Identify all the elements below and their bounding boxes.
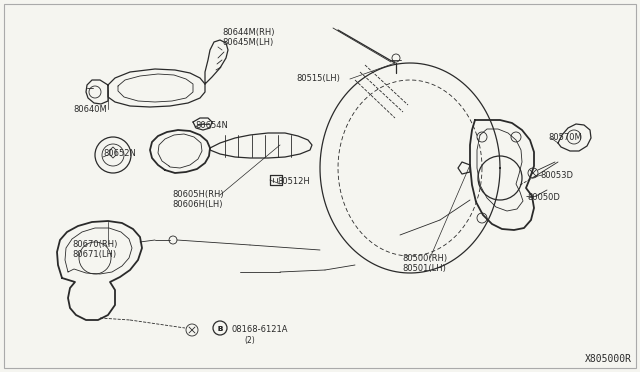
Text: 80500(RH): 80500(RH)	[402, 253, 447, 263]
Text: 80640M: 80640M	[73, 105, 107, 113]
Text: 80053D: 80053D	[540, 170, 573, 180]
Text: 80654N: 80654N	[195, 122, 228, 131]
Text: (2): (2)	[244, 336, 255, 344]
Text: B: B	[218, 326, 223, 332]
Text: 80644M(RH): 80644M(RH)	[222, 28, 275, 36]
Text: 80512H: 80512H	[277, 177, 310, 186]
Text: 80671(LH): 80671(LH)	[72, 250, 116, 259]
Text: 80605H(RH): 80605H(RH)	[172, 190, 223, 199]
Text: 80050D: 80050D	[527, 193, 560, 202]
Text: 80652N: 80652N	[103, 148, 136, 157]
Text: 08168-6121A: 08168-6121A	[232, 324, 289, 334]
Text: 80670(RH): 80670(RH)	[72, 240, 117, 248]
Text: 80570M: 80570M	[548, 134, 582, 142]
Text: 80645M(LH): 80645M(LH)	[222, 38, 273, 46]
Text: 80501(LH): 80501(LH)	[402, 263, 446, 273]
Text: B: B	[218, 326, 223, 332]
Text: 80606H(LH): 80606H(LH)	[172, 201, 223, 209]
Text: 80515(LH): 80515(LH)	[296, 74, 340, 83]
Text: X805000R: X805000R	[585, 354, 632, 364]
